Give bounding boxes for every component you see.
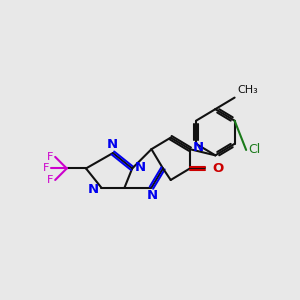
Text: F: F	[46, 175, 53, 185]
Text: F: F	[46, 152, 53, 162]
Text: N: N	[88, 183, 99, 196]
Text: N: N	[192, 141, 203, 154]
Text: CH₃: CH₃	[237, 85, 258, 95]
Text: Cl: Cl	[248, 143, 261, 157]
Text: N: N	[106, 139, 118, 152]
Text: N: N	[134, 161, 146, 174]
Text: N: N	[147, 189, 158, 202]
Text: F: F	[43, 164, 49, 173]
Text: O: O	[212, 162, 224, 175]
